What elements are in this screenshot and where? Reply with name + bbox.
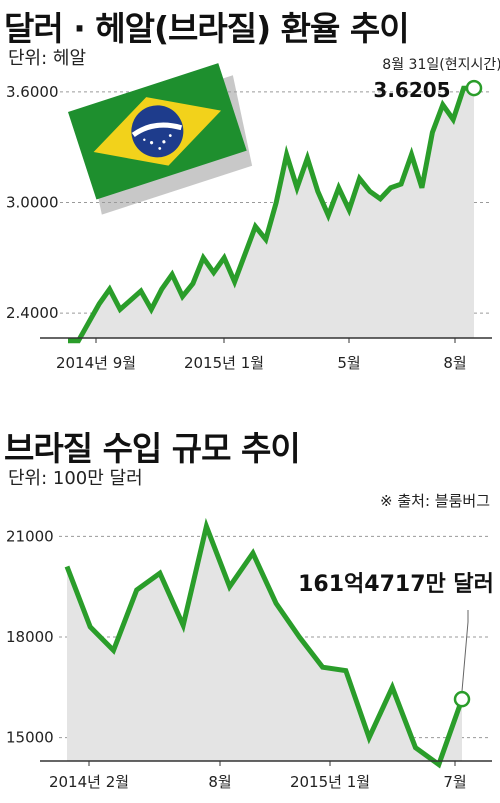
series-line [64,517,465,769]
last-point-marker [453,690,471,708]
imports-unit: 단위: 100만 달러 [8,468,143,489]
x-tick-label: 2015년 1월 [184,354,264,372]
y-tick-label: 21000 [6,527,54,545]
imports-panel: 브라질 수입 규모 추이 단위: 100만 달러 ※ 출처: 블룸버그 1500… [0,400,500,803]
last-value-label: 161억4717만 달러 [298,572,494,597]
series-line [68,85,475,344]
x-tick-label: 5월 [337,354,360,372]
y-tick-label: 18000 [6,628,54,646]
area-fill [68,88,474,341]
y-tick-label: 2.4000 [6,304,59,322]
y-tick-labels: 2.4000 3.0000 3.6000 [6,83,59,322]
y-tick-labels: 15000 18000 21000 [6,527,54,746]
y-tick-label: 3.0000 [6,194,59,212]
area-fill [67,526,462,765]
callout-pointer [461,610,469,692]
last-date-label: 8월 31일(현지시간) [382,57,500,73]
exchange-rate-panel: 달러 · 헤알(브라질) 환율 추이 단위: 헤알 2.4000 3.0000 3.… [0,0,500,400]
source-label: ※ 출처: 블룸버그 [380,492,490,510]
x-tick-label: 2015년 1월 [290,773,370,791]
x-tick-label: 2014년 9월 [56,354,136,372]
exchange-rate-chart: 2.4000 3.0000 3.6000 2014년 9월 2015년 1월 5월 8월 … [6,57,500,372]
imports-chart: 15000 18000 21000 2014년 2월 8월 2015년 1월 7월 161… [6,517,494,791]
last-value-label: 3.6205 [373,78,450,102]
x-tick-labels: 2014년 2월 8월 2015년 1월 7월 [49,761,467,791]
x-tick-label: 7월 [443,773,466,791]
y-tick-label: 15000 [6,729,54,747]
y-tick-label: 3.6000 [6,83,59,101]
imports-title: 브라질 수입 규모 추이 [4,429,301,468]
exchange-rate-unit: 단위: 헤알 [8,48,87,69]
x-tick-labels: 2014년 9월 2015년 1월 5월 8월 [56,338,467,372]
last-point-marker [465,79,483,97]
x-tick-label: 8월 [443,354,466,372]
x-tick-label: 2014년 2월 [49,773,129,791]
brazil-flag-icon [67,63,253,215]
exchange-rate-title: 달러 · 헤알(브라질) 환율 추이 [4,9,410,48]
x-tick-label: 8월 [208,773,231,791]
